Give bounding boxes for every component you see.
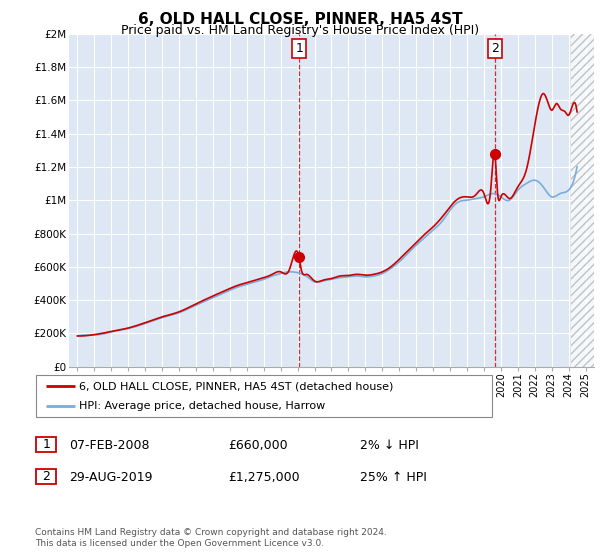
Text: 07-FEB-2008: 07-FEB-2008: [69, 438, 149, 452]
Text: 2: 2: [491, 42, 499, 55]
Text: £1,275,000: £1,275,000: [228, 470, 299, 484]
Text: 1: 1: [42, 438, 50, 451]
Text: 6, OLD HALL CLOSE, PINNER, HA5 4ST: 6, OLD HALL CLOSE, PINNER, HA5 4ST: [137, 12, 463, 27]
Text: 29-AUG-2019: 29-AUG-2019: [69, 470, 152, 484]
Bar: [571, 34, 594, 367]
FancyBboxPatch shape: [36, 375, 492, 417]
Text: 2: 2: [42, 470, 50, 483]
Text: Price paid vs. HM Land Registry's House Price Index (HPI): Price paid vs. HM Land Registry's House …: [121, 24, 479, 37]
Text: 6, OLD HALL CLOSE, PINNER, HA5 4ST (detached house): 6, OLD HALL CLOSE, PINNER, HA5 4ST (deta…: [79, 381, 394, 391]
Text: 1: 1: [295, 42, 303, 55]
FancyBboxPatch shape: [36, 469, 56, 484]
Text: 25% ↑ HPI: 25% ↑ HPI: [360, 470, 427, 484]
Text: HPI: Average price, detached house, Harrow: HPI: Average price, detached house, Harr…: [79, 401, 326, 410]
FancyBboxPatch shape: [36, 437, 56, 452]
Text: Contains HM Land Registry data © Crown copyright and database right 2024.
This d: Contains HM Land Registry data © Crown c…: [35, 528, 386, 548]
Text: 2% ↓ HPI: 2% ↓ HPI: [360, 438, 419, 452]
Text: £660,000: £660,000: [228, 438, 287, 452]
